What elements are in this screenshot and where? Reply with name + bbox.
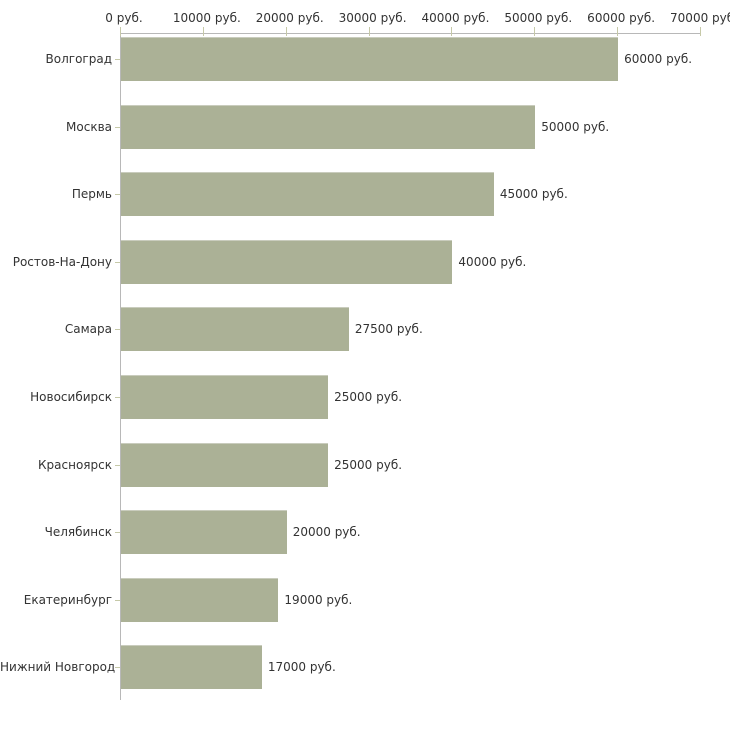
- bar-0: [121, 37, 619, 81]
- y-axis-tick: [115, 465, 120, 466]
- x-axis-tick: [451, 27, 453, 36]
- x-axis-tick-label: 60000 руб.: [587, 11, 656, 25]
- category-label: Екатеринбург: [23, 592, 112, 607]
- y-axis-tick: [115, 127, 120, 128]
- x-axis-line: [120, 33, 700, 34]
- category-label: Ростов-На-Дону: [12, 254, 112, 269]
- value-label: 17000 руб.: [267, 660, 336, 675]
- y-axis-tick: [115, 329, 120, 330]
- bar-1: [121, 104, 536, 149]
- x-axis-tick-label: 0 руб.: [105, 11, 143, 25]
- x-axis-tick: [120, 27, 121, 36]
- bar-5: [121, 375, 329, 419]
- y-axis-tick: [115, 532, 120, 533]
- value-label: 40000 руб.: [458, 254, 527, 269]
- bar-2: [121, 172, 494, 217]
- x-axis-tick: [202, 27, 204, 36]
- y-axis-tick: [115, 194, 120, 195]
- x-axis-tick: [617, 27, 619, 36]
- value-label: 25000 руб.: [334, 390, 403, 404]
- bar-6: [121, 442, 329, 487]
- category-label: Нижний Новгород: [0, 660, 116, 675]
- x-axis-tick-label: 40000 руб.: [421, 11, 490, 25]
- y-axis-tick: [115, 600, 120, 601]
- x-axis-tick-label: 10000 руб.: [172, 11, 241, 25]
- x-axis-tick: [534, 27, 536, 36]
- bar-7: [121, 510, 287, 555]
- x-axis-tick-label: 50000 руб.: [504, 11, 573, 25]
- bar-8: [121, 577, 279, 622]
- x-axis-tick-label: 70000 руб.: [670, 11, 730, 25]
- x-axis-tick: [285, 27, 287, 36]
- value-label: 27500 руб.: [354, 322, 423, 337]
- bar-9: [121, 645, 262, 690]
- category-label: Волгоград: [45, 52, 112, 66]
- y-axis-tick: [115, 397, 120, 398]
- category-label: Челябинск: [44, 525, 112, 540]
- x-axis-tick-label: 20000 руб.: [255, 11, 324, 25]
- value-label: 60000 руб.: [624, 52, 693, 66]
- category-label: Красноярск: [38, 457, 112, 472]
- value-label: 19000 руб.: [284, 592, 353, 607]
- y-axis-tick: [115, 59, 120, 60]
- value-label: 50000 руб.: [541, 119, 610, 134]
- x-axis-tick: [368, 27, 370, 36]
- category-label: Москва: [66, 119, 112, 134]
- value-label: 45000 руб.: [499, 187, 568, 202]
- category-label: Пермь: [71, 187, 112, 202]
- category-label: Новосибирск: [30, 390, 112, 404]
- category-label: Самара: [64, 322, 112, 337]
- value-label: 20000 руб.: [292, 525, 361, 540]
- x-axis-tick: [700, 27, 701, 36]
- bar-3: [121, 239, 453, 284]
- y-axis-tick: [115, 667, 120, 668]
- bar-4: [121, 307, 349, 352]
- y-axis-tick: [115, 262, 120, 263]
- x-axis-tick-label: 30000 руб.: [338, 11, 407, 25]
- y-axis-line: [120, 33, 121, 700]
- value-label: 25000 руб.: [334, 457, 403, 472]
